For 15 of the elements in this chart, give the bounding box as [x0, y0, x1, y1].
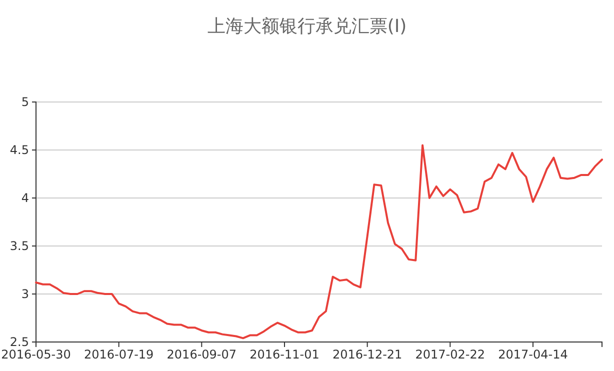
y-tick-label: 3.5	[10, 238, 29, 253]
chart-title: 上海大额银行承兑汇票(Ⅰ)	[207, 16, 407, 37]
y-tick-label: 4	[21, 190, 29, 205]
y-tick-label: 3	[21, 286, 29, 301]
x-tick-label: 2016-12-21	[332, 348, 402, 362]
x-tick-label: 2016-11-01	[250, 348, 320, 362]
y-tick-label: 5	[21, 94, 29, 109]
x-tick-label: 2017-02-22	[415, 348, 486, 362]
x-tick-label: 2016-07-19	[84, 348, 154, 362]
x-tick-label: 2016-05-30	[1, 348, 71, 362]
y-tick-label: 4.5	[10, 142, 29, 157]
line-series	[35, 144, 603, 340]
x-tick-label: 2016-09-07	[166, 348, 237, 362]
y-tick-label: 2.5	[10, 334, 29, 349]
x-tick-label: 2017-04-14	[498, 348, 568, 362]
